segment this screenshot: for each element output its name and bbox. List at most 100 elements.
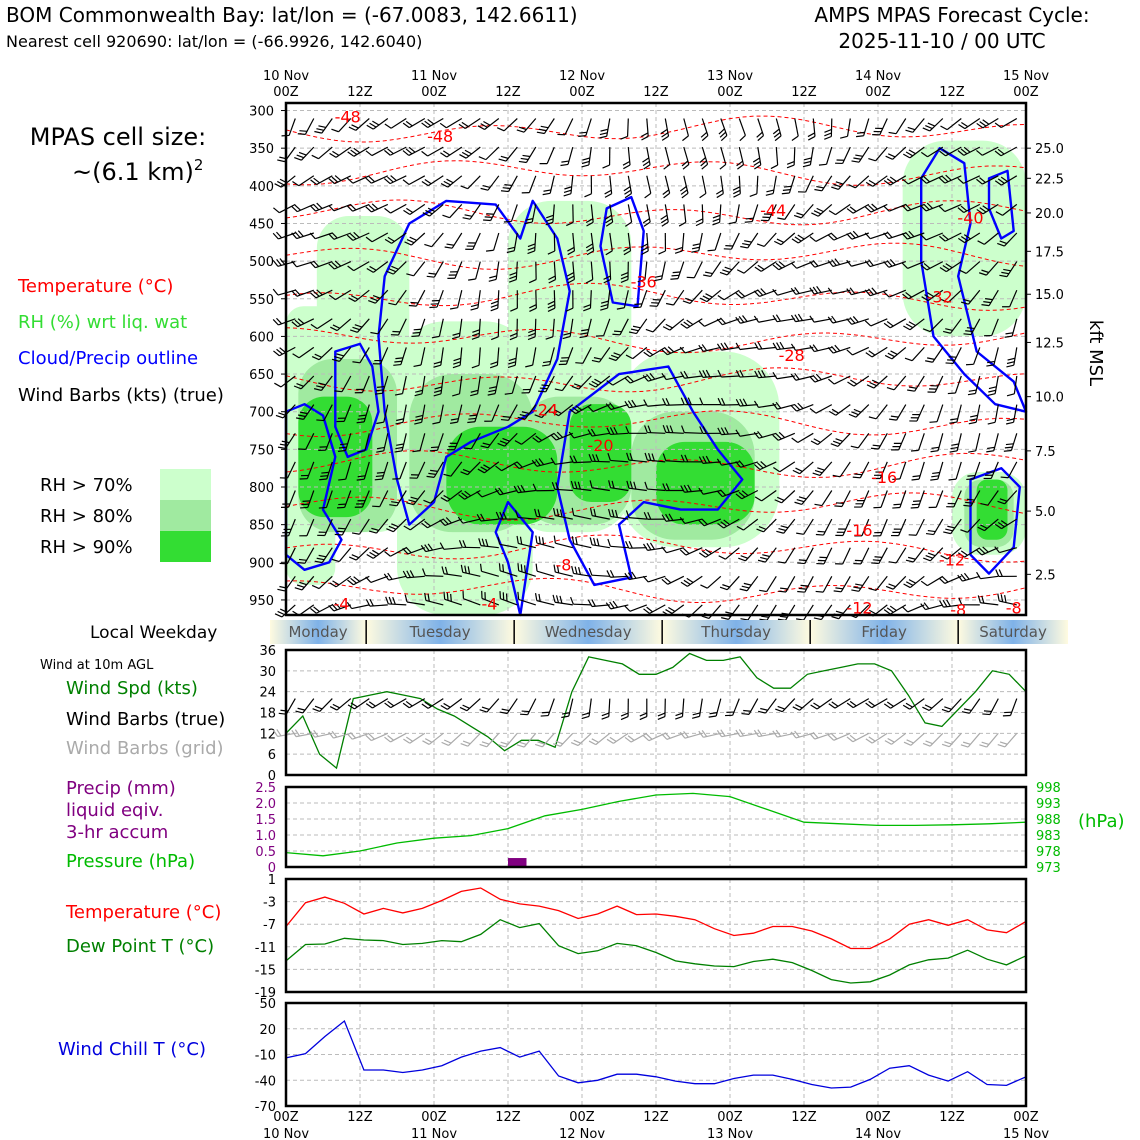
sounding-wind-barb-flag [274, 613, 283, 618]
sounding-wind-barb-flag [905, 151, 914, 157]
sounding-wind-barb-flag [908, 321, 916, 327]
sounding-wind-barb-flag [388, 596, 393, 605]
sounding-wind-barb-flag [891, 449, 899, 451]
wind10m-barb-true [561, 698, 574, 719]
sounding-wind-barb-flag [527, 243, 536, 248]
sounding-wind-barb-flag [585, 218, 594, 224]
sounding-wind-barb-flag [772, 314, 778, 323]
sounding-wind-barb-flag [716, 490, 723, 497]
sounding-wind-barb-flag [651, 453, 655, 462]
sounding-wind-barb [317, 518, 333, 537]
sounding-wind-barb-flag [1002, 306, 1010, 308]
sounding-wind-barb-flag [817, 467, 825, 471]
sounding-wind-barb-flag [347, 265, 355, 272]
sounding-wind-barb [508, 261, 518, 283]
sounding-wind-barb [402, 570, 425, 579]
sounding-wind-barb-flag [794, 372, 800, 380]
wind10m-barb-true-flag [792, 706, 800, 711]
sounding-wind-barb-flag [970, 414, 978, 418]
sounding-wind-barb-flag [336, 530, 345, 533]
sounding-wind-barb [939, 232, 962, 242]
sounding-wind-barb-flag [625, 354, 634, 360]
sounding-wind-barb-flag [464, 214, 473, 217]
sounding-wind-barb-staff [784, 547, 796, 564]
sounding-wind-barb-flag [716, 193, 724, 199]
wind10m-barb-true-flag [813, 702, 821, 708]
sounding-wind-barb-flag [742, 315, 748, 322]
sounding-wind-barb [406, 490, 426, 506]
sounding-wind-barb [600, 290, 611, 311]
wind10m-barb-grid-flag [979, 744, 987, 748]
sounding-wind-barb-staff [895, 118, 907, 135]
sounding-wind-barb [528, 261, 537, 284]
sounding-wind-barb-flag [662, 453, 667, 461]
sounding-wind-barb-flag [462, 591, 465, 599]
sounding-wind-barb-flag [661, 546, 667, 554]
sounding-wind-barb-flag [887, 153, 896, 158]
sounding-wind-barb-flag [444, 246, 453, 249]
legend-cloud: Cloud/Precip outline [18, 348, 198, 369]
sounding-wind-barb [470, 290, 481, 311]
sounding-wind-barb-flag [507, 246, 515, 250]
sounding-wind-barb-flag [292, 181, 300, 187]
sounding-wind-barb [535, 535, 555, 549]
wind10m-barb-true-flag [868, 700, 876, 707]
sounding-wind-barb-flag [682, 300, 691, 304]
sounding-wind-barb [565, 290, 574, 312]
sounding-wind-barb [516, 118, 537, 133]
sounding-wind-barb [888, 118, 907, 135]
wind10m-barb-grid-flag [757, 729, 763, 737]
sounding-wind-barb-flag [642, 575, 649, 583]
sounding-wind-barb-flag [781, 192, 790, 195]
sounding-wind-barb-flag [661, 349, 668, 356]
sounding-wind-barb-flag [585, 243, 594, 249]
sounding-wind-barb-flag [383, 573, 390, 581]
sounding-wind-barb-staff [813, 318, 832, 323]
sounding-wind-barb-flag [756, 528, 764, 533]
title-right-2: 2025-11-10 / 00 UTC [838, 29, 1045, 53]
sounding-wind-barb [883, 289, 907, 298]
weekday-segment [270, 620, 367, 644]
sounding-wind-barb-staff [573, 603, 592, 606]
sounding-wind-barb-flag [593, 537, 597, 546]
sounding-wind-barb-flag [371, 203, 379, 210]
sounding-wind-barb-flag [372, 505, 380, 508]
wind10m-barb-true [810, 698, 833, 710]
sounding-wind-barb-flag [749, 193, 758, 197]
sounding-wind-barb-flag [939, 600, 944, 608]
sounding-wind-barb [796, 604, 814, 621]
sounding-wind-barb-staff [875, 146, 888, 162]
sounding-wind-barb-flag [427, 593, 430, 602]
sounding-wind-barb-flag [968, 421, 977, 425]
sounding-wind-barb-flag [470, 389, 479, 393]
sounding-wind-barb-flag [614, 509, 619, 518]
wind10m-barb-grid-flag [960, 744, 969, 748]
wind10m-barb-true-flag [831, 701, 839, 707]
sounding-wind-barb-flag [679, 186, 687, 192]
sounding-wind-barb-staff [478, 347, 481, 366]
sounding-wind-barb-flag [890, 350, 898, 355]
sounding-wind-barb-flag [780, 525, 789, 529]
sounding-wind-barb-staff [739, 346, 758, 351]
sounding-wind-barb-staff [967, 518, 981, 533]
wind10m-barb-grid-flag [627, 735, 635, 741]
sounding-wind-barb-flag [846, 233, 853, 240]
pressure-tick-label: 998 [1036, 781, 1061, 796]
sounding-wind-barb-staff [446, 117, 463, 129]
sounding-wind-barb-flag [669, 425, 674, 433]
sounding-wind-barb-flag [908, 386, 917, 389]
sounding-wind-barb-flag [612, 600, 619, 608]
sounding-wind-barb-flag [272, 232, 279, 240]
sounding-wind-barb-staff [987, 490, 999, 506]
sounding-wind-barb-flag [739, 398, 744, 407]
sounding-wind-barb-staff [409, 518, 426, 531]
sounding-wind-barb-flag [762, 216, 771, 219]
wind10m-barb-grid-flag [735, 729, 741, 737]
sounding-wind-barb [930, 461, 944, 481]
sounding-wind-barb [831, 175, 851, 190]
pressure-tick-label: 900 [249, 556, 274, 571]
wind10m-barb-grid-flag [812, 731, 819, 739]
sounding-wind-barb-flag [457, 516, 464, 524]
wind10m-barb-true-flag [421, 703, 429, 709]
sounding-wind-barb-flag [564, 186, 572, 190]
